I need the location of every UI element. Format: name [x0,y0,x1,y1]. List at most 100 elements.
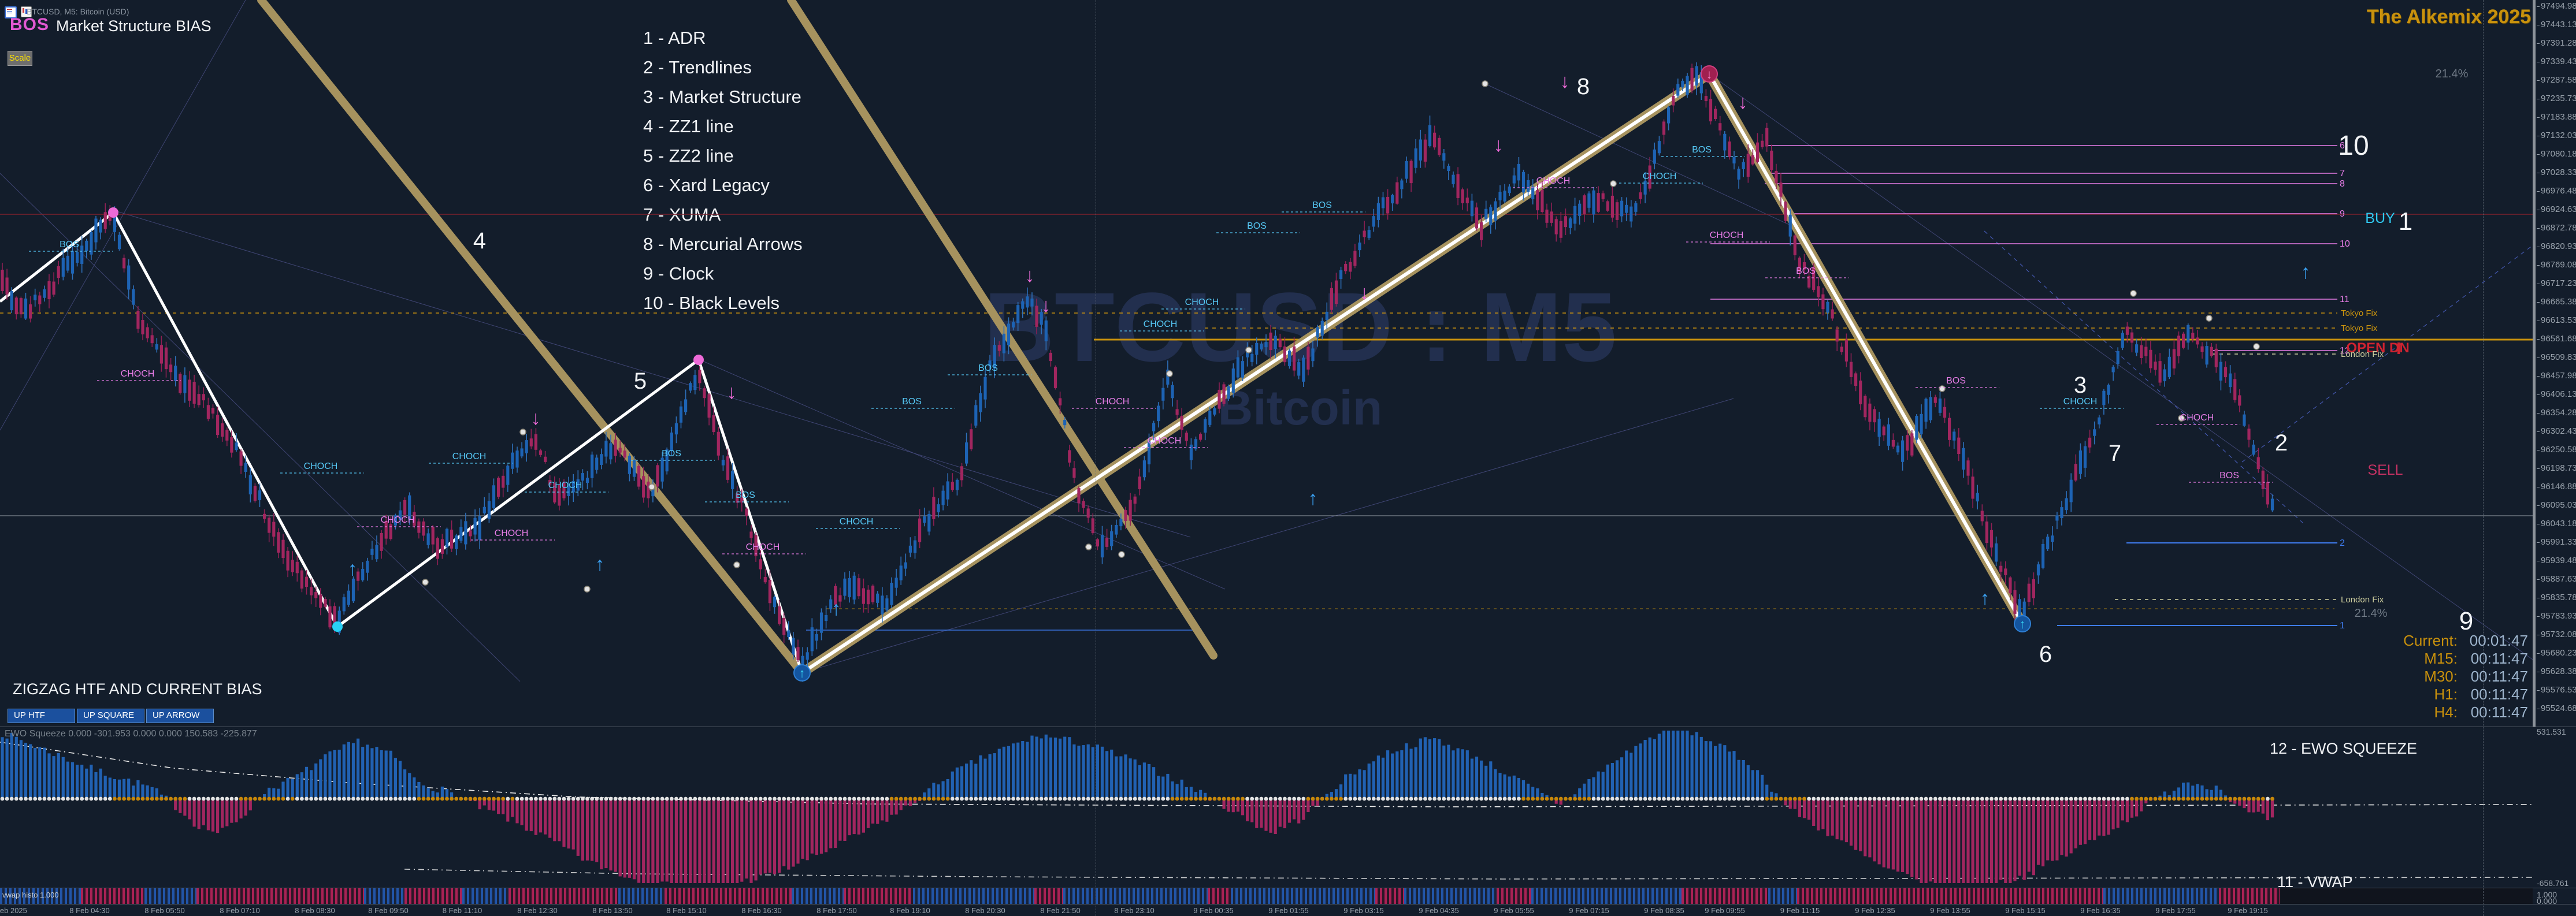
open-dn-label: OPEN DN [2346,340,2409,356]
ewo-squeeze-dot [1601,796,1605,801]
bias-button-up-square[interactable]: UP SQUARE [77,709,144,723]
candle-body [1325,311,1328,321]
vwap-histo-segment [665,888,792,904]
ewo-squeeze-dot [2261,796,2265,801]
candle-body [548,479,552,485]
ewo-squeeze-dot [1690,796,1694,801]
price-axis[interactable]: 97494.98 97443.13 97391.28 97339.43 97287.58… [2537,0,2576,727]
price-axis-label: 97080.18 [2537,149,2576,159]
ewo-squeeze-dot [1334,796,1338,801]
scale-button[interactable]: Scale [8,51,32,66]
candle-body [2107,385,2110,395]
candle-body [1718,123,1722,131]
candle-body [146,327,149,338]
ewo-squeeze-dot [960,796,964,801]
price-axis-label: 96095.03 [2537,500,2576,510]
ewo-bar [2233,799,2237,804]
ewo-bar [1012,743,1015,799]
candlestick-chart-icon[interactable] [21,6,32,17]
vwap-histo-strip[interactable] [0,888,2533,904]
ewo-bar [1704,741,1708,799]
ewo-squeeze-dot [726,796,730,801]
candle-body [852,575,856,600]
ewo-bar [520,799,524,825]
ewo-squeeze-dot [931,796,936,801]
ewo-bar [768,799,771,873]
ewo-squeeze-dot [2003,796,2008,801]
ewo-bar [904,799,907,806]
candle-body [2078,450,2082,474]
ewo-squeeze-dot [196,796,201,801]
ewo-bar [2027,799,2031,872]
ewo-squeeze-dot [1058,796,1062,801]
ewo-bar [502,799,505,814]
ewo-bar [319,759,322,799]
ewo-bar [1414,747,1417,799]
candle-body [2116,351,2120,364]
ewo-bar [731,799,734,883]
ewo-squeeze-dot [1222,796,1226,801]
candle-body [1381,197,1385,208]
candle-body [123,258,126,269]
ewo-bar [2187,782,2190,799]
ewo-bar [1672,731,1675,799]
price-axis-scrollbar[interactable] [2533,0,2536,727]
ewo-squeeze-dot [1189,796,1193,801]
clock-row: M15: 00:11:47 [2403,650,2528,668]
candle-body [974,405,978,426]
ewo-squeeze-dot [2041,796,2046,801]
ewo-squeeze-dot [1142,796,1146,801]
candle-body [2130,332,2134,343]
ewo-bar [848,799,851,836]
ewo-bar [1901,799,1905,872]
main-chart-canvas[interactable]: BTCUSD : M5Bitcoin678910111221↑↓↑↓↓↓↓↓↓↓… [0,0,2533,727]
candle-body [2187,325,2190,343]
ewo-squeeze-dot [295,796,299,801]
legend-item: 9 - Clock [643,263,714,284]
ewo-bar [1269,799,1272,833]
ewo-squeeze-dot [332,796,337,801]
ewo-squeeze-dot [1994,796,1999,801]
ewo-bar [1527,783,1530,799]
indicator-list-icon[interactable] [5,6,17,18]
vwap-histo-segment [81,888,144,904]
ewo-bar [1924,799,1928,883]
ewo-squeeze-dot [1638,796,1643,801]
ewo-squeeze-dot [1105,796,1109,801]
time-axis-label: 9 Feb 12:35 [1855,906,1895,915]
ewo-squeeze-panel[interactable] [0,727,2533,888]
candle-body [1980,511,1984,522]
ewo-squeeze-dot [398,796,402,801]
ewo-bar [436,792,439,799]
structure-label: BOS [1247,221,1267,231]
bias-button-up-htf[interactable]: UP HTF [8,709,75,723]
candle-body [1231,368,1235,393]
xard-signal-circle [1701,65,1718,83]
ewo-squeeze-dot [2139,796,2144,801]
ewo-bar [123,779,126,799]
ewo-bar [1133,759,1137,799]
candle-body [806,652,809,660]
ewo-squeeze-dot [28,796,32,801]
ewo-squeeze-dot [42,796,47,801]
ewo-squeeze-dot [1077,796,1081,801]
swing-dot [422,579,429,586]
candle-body [1053,367,1057,388]
ewo-bar [1021,741,1025,799]
ewo-squeeze-dot [1400,796,1404,801]
bias-button-up-arrow[interactable]: UP ARROW [146,709,214,723]
ewo-bar [1746,765,1750,799]
ewo-squeeze-dot [14,796,18,801]
ewo-squeeze-dot [1928,796,1933,801]
ewo-bar [1059,738,1062,799]
candle-body [1199,434,1202,440]
candle-body [1363,230,1366,237]
ewo-squeeze-dot [150,796,154,801]
candle-body [29,304,32,319]
ewo-bar [1026,742,1029,799]
ewo-bar [1330,792,1333,799]
time-axis-label: 8 Feb 19:10 [890,906,930,915]
candle-body [604,441,608,457]
candle-body [2102,390,2106,405]
